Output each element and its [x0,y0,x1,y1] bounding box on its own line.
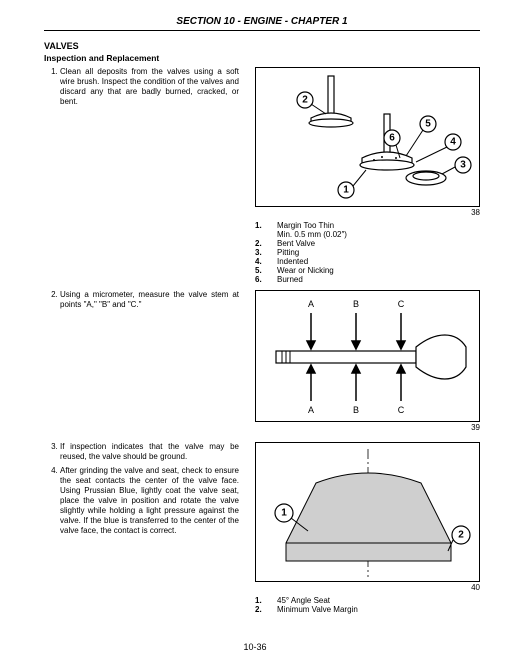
svg-text:B: B [353,299,359,309]
svg-text:1: 1 [281,508,287,519]
svg-text:5: 5 [425,119,431,130]
page-number: 10-36 [0,642,510,652]
svg-text:3: 3 [460,160,466,171]
svg-text:A: A [308,299,314,309]
page-header: SECTION 10 - ENGINE - CHAPTER 1 [44,16,480,31]
step-1: Clean all deposits from the valves using… [60,67,239,107]
figure-39: A B C A B C [255,290,480,422]
figure-38-legend: 1.Margin Too Thin Min. 0.5 mm (0.02″) 2.… [255,221,480,284]
svg-text:2: 2 [458,530,464,541]
figure-40: 1 2 [255,442,480,582]
svg-text:B: B [353,405,359,415]
svg-text:C: C [398,299,405,309]
figure-40-number: 40 [255,583,480,592]
svg-text:A: A [308,405,314,415]
svg-text:6: 6 [389,133,395,144]
subsection-title: Inspection and Replacement [44,53,480,63]
step-3: If inspection indicates that the valve m… [60,442,239,462]
figure-38: 2 [255,67,480,207]
section-title: VALVES [44,41,480,51]
svg-text:2: 2 [302,95,308,106]
svg-text:1: 1 [343,185,349,196]
svg-text:C: C [398,405,405,415]
svg-text:4: 4 [450,137,456,148]
figure-40-legend: 1.45° Angle Seat 2.Minimum Valve Margin [255,596,480,614]
step-4: After grinding the valve and seat, check… [60,466,239,536]
figure-39-number: 39 [255,423,480,432]
step-2: Using a micrometer, measure the valve st… [60,290,239,310]
figure-38-number: 38 [255,208,480,217]
